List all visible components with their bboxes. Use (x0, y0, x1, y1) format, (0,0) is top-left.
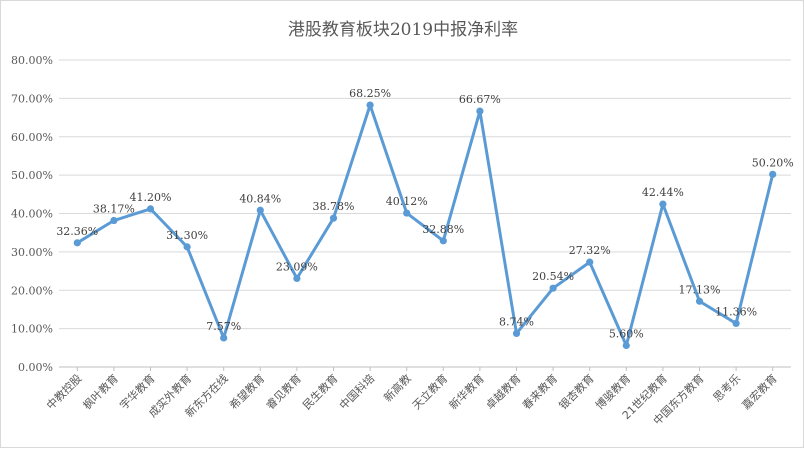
data-point (329, 214, 338, 222)
x-tick-label: 嘉宏教育 (739, 371, 780, 412)
data-label: 27.32% (569, 244, 611, 257)
data-point (293, 274, 301, 282)
data-label: 5.60% (609, 328, 644, 341)
data-point (439, 237, 447, 245)
data-label: 23.09% (276, 260, 318, 273)
x-tick-label: 新高教 (381, 371, 414, 404)
x-tick-label: 新华教育 (446, 371, 487, 412)
x-tick-label: 中国科培 (336, 371, 377, 412)
data-label: 32.36% (56, 225, 98, 238)
data-label: 8.74% (499, 315, 534, 328)
data-label: 38.78% (313, 200, 355, 213)
data-label: 40.84% (239, 192, 281, 205)
data-label: 20.54% (532, 270, 574, 283)
data-point (256, 206, 264, 214)
x-tick-label: 希望教育 (226, 371, 267, 412)
data-point (769, 170, 777, 178)
data-point (476, 107, 484, 115)
data-point (549, 284, 557, 292)
x-tick-label: 睿见教育 (263, 371, 304, 412)
data-point (73, 239, 81, 247)
data-label: 42.44% (642, 186, 684, 199)
y-tick-label: 50.00% (11, 169, 53, 182)
data-label: 31.30% (166, 229, 208, 242)
y-tick-label: 60.00% (11, 131, 53, 144)
x-tick-label: 思考乐 (711, 372, 744, 405)
data-label: 7.57% (206, 320, 241, 333)
data-label: 17.13% (679, 283, 721, 296)
x-tick-label: 中教控股 (43, 371, 84, 412)
y-tick-label: 80.00% (11, 54, 53, 67)
data-point (110, 216, 118, 225)
y-tick-label: 30.00% (11, 246, 53, 259)
y-tick-label: 20.00% (11, 284, 53, 297)
data-label: 50.20% (752, 156, 794, 169)
data-label: 68.25% (349, 87, 391, 100)
data-point (512, 329, 521, 338)
series-line (76, 103, 775, 348)
data-label: 40.12% (386, 195, 428, 208)
data-label: 38.17% (93, 203, 135, 216)
x-tick-label: 春来教育 (519, 371, 560, 412)
x-tick-label: 枫叶教育 (80, 371, 121, 412)
x-tick-label: 银杏教育 (556, 371, 597, 412)
data-point (695, 297, 704, 305)
data-point (622, 341, 630, 350)
y-tick-label: 0.00% (18, 361, 53, 374)
x-tick-label: 民生教育 (300, 371, 341, 412)
data-point (586, 258, 594, 266)
data-label: 66.67% (459, 93, 501, 106)
data-point (146, 205, 155, 213)
x-tick-label: 卓越教育 (483, 371, 524, 412)
x-tick-label: 天立教育 (409, 371, 450, 412)
data-point (220, 334, 228, 342)
y-tick-label: 10.00% (11, 323, 53, 336)
data-label: 11.36% (715, 305, 757, 318)
chart-title: 港股教育板块2019中报净利率 (288, 20, 518, 40)
y-tick-label: 70.00% (11, 92, 53, 105)
data-point (659, 200, 667, 208)
data-point (732, 319, 740, 328)
data-point (183, 243, 191, 251)
data-label: 41.20% (130, 191, 172, 204)
data-point (366, 101, 374, 109)
data-label: 32.88% (422, 223, 464, 236)
y-tick-label: 40.00% (11, 208, 53, 221)
data-point (403, 209, 411, 217)
